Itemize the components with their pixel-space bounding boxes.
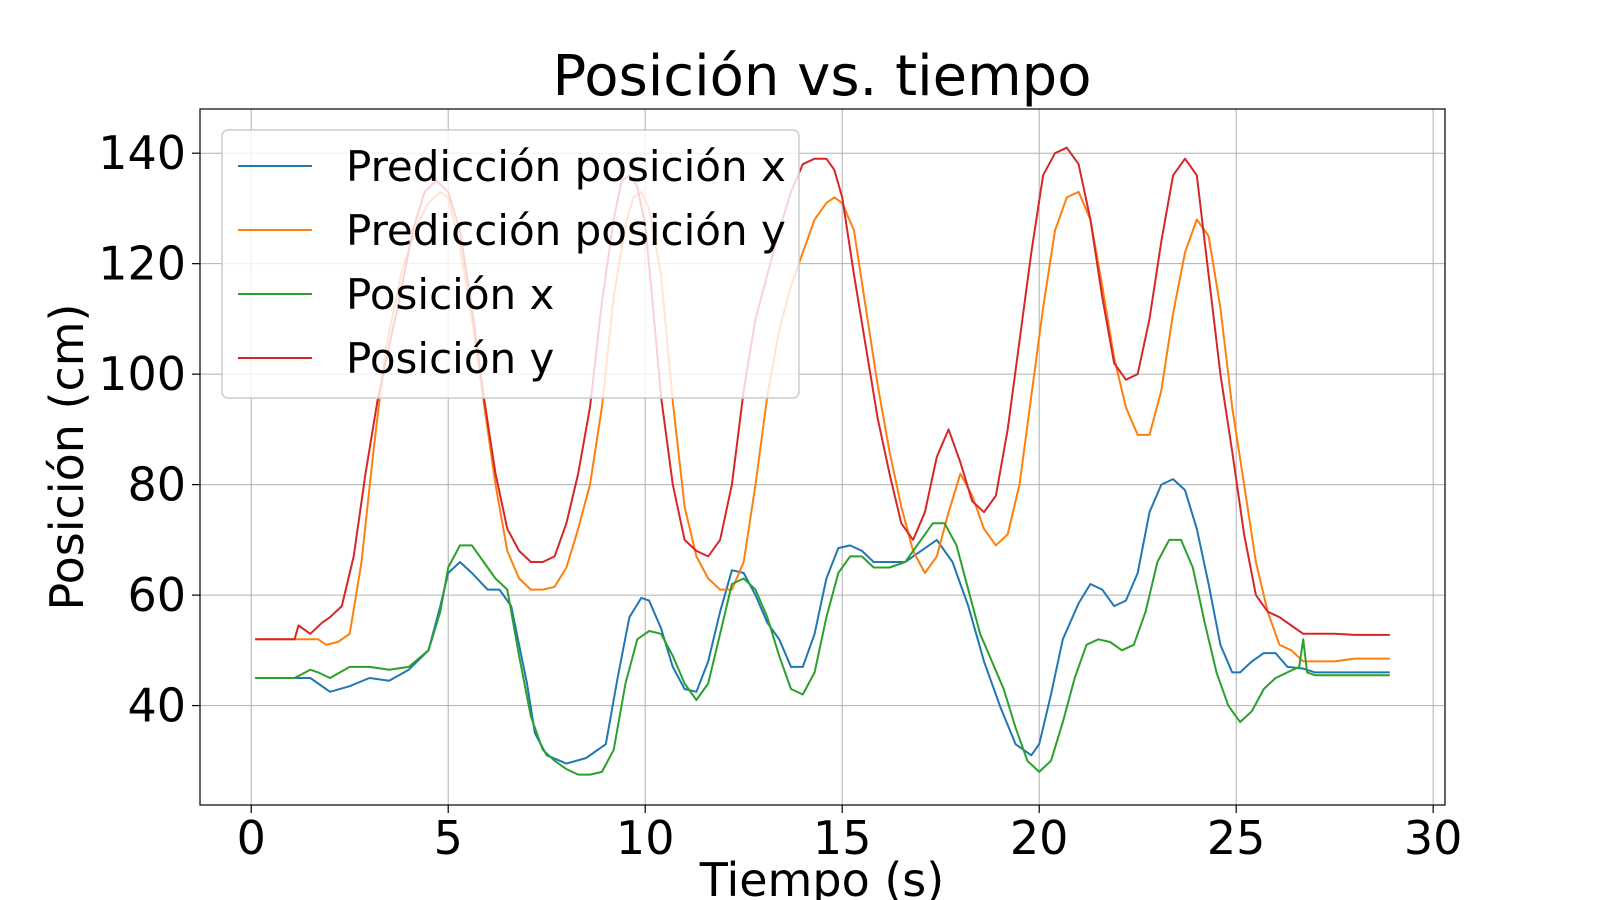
- axis-ticks: 0 5 10 15 20 25 30 40 60 80 100 120 140: [98, 126, 1462, 865]
- y-tick-label: 40: [127, 679, 186, 733]
- legend-label-pos-x: Posición x: [346, 270, 554, 319]
- series-line-pred-x: [255, 478, 1390, 765]
- x-tick-label: 15: [813, 811, 872, 865]
- legend-label-pred-x: Predicción posición x: [346, 142, 786, 191]
- legend: Predicción posición x Predicción posició…: [221, 129, 800, 399]
- x-tick-label: 25: [1207, 811, 1266, 865]
- x-tick-label: 20: [1010, 811, 1069, 865]
- y-tick-label: 140: [98, 126, 186, 180]
- chart-title: Posición vs. tiempo: [553, 44, 1092, 109]
- y-tick-label: 80: [127, 458, 186, 512]
- y-tick-label: 100: [98, 347, 186, 401]
- x-tick-label: 10: [616, 811, 675, 865]
- y-axis-label: Posición (cm): [40, 304, 94, 611]
- plot-frame: [199, 108, 1446, 806]
- series-line-pos-x: [255, 522, 1390, 776]
- y-tick-label: 60: [127, 568, 186, 622]
- series-lines: [255, 146, 1390, 776]
- x-tick-label: 0: [237, 811, 266, 865]
- legend-label-pos-y: Posición y: [346, 334, 554, 383]
- y-tick-label: 120: [98, 237, 186, 291]
- x-tick-label: 5: [434, 811, 463, 865]
- legend-box: [221, 129, 800, 399]
- x-tick-label: 30: [1404, 811, 1463, 865]
- x-axis-label: Tiempo (s): [699, 853, 944, 900]
- legend-label-pred-y: Predicción posición y: [346, 206, 786, 255]
